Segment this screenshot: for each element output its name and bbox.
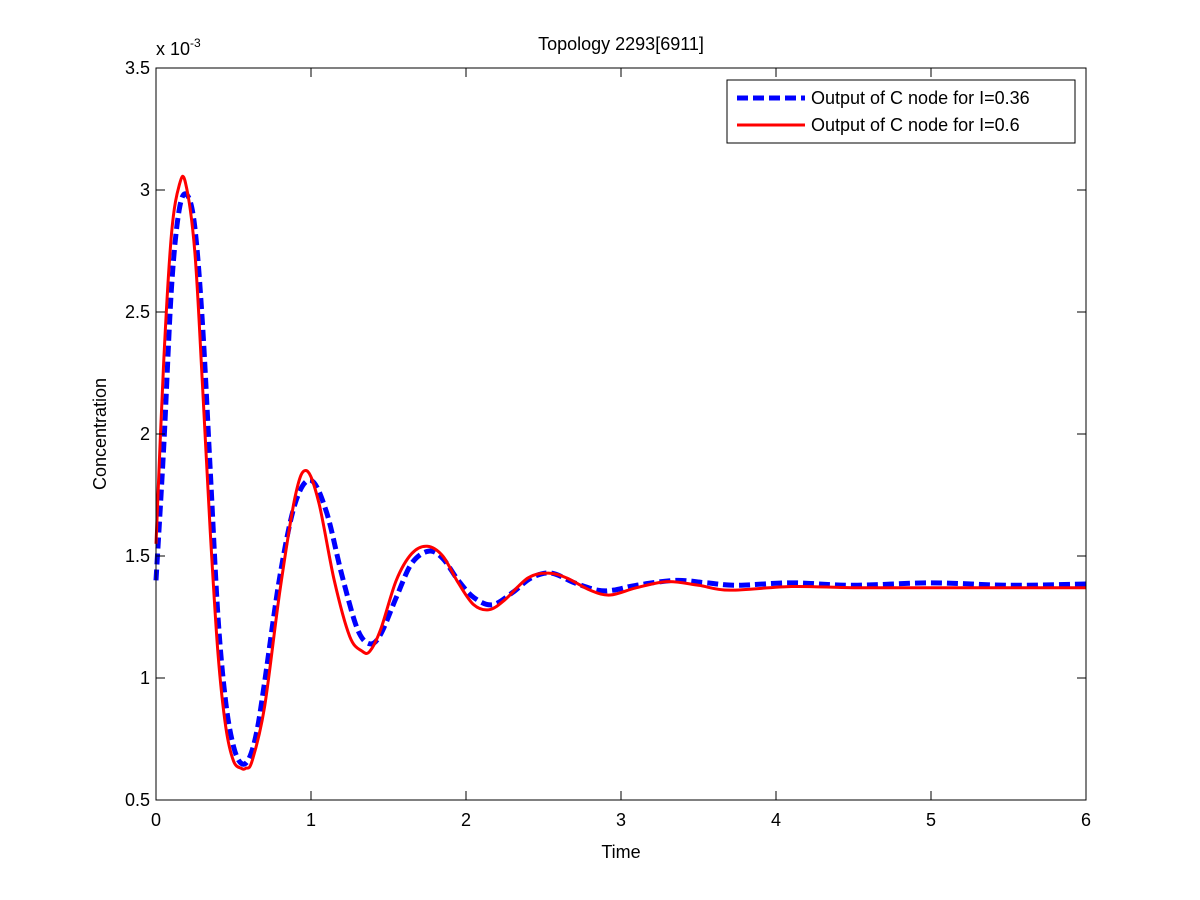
- y-tick-label: 1: [140, 668, 150, 688]
- x-tick-label: 5: [926, 810, 936, 830]
- x-axis-ticks: 0 1 2 3 4 5 6: [151, 68, 1091, 830]
- x-tick-label: 2: [461, 810, 471, 830]
- series-line-2: [154, 174, 1086, 771]
- y-tick-label: 1.5: [125, 546, 150, 566]
- legend-label-series-1: Output of C node for I=0.36: [811, 88, 1030, 108]
- chart-title: Topology 2293[6911]: [538, 34, 704, 54]
- y-axis-label: Concentration: [90, 378, 110, 490]
- y-tick-label: 3: [140, 180, 150, 200]
- legend-box: [726, 79, 1076, 144]
- y-axis-ticks: 0.5 1 1.5 2 2.5 3 3.5: [125, 58, 1086, 810]
- y-multiplier-exponent: -3: [190, 36, 201, 50]
- y-multiplier-label: x 10-3: [156, 36, 201, 59]
- legend: Output of C node for I=0.36 Output of C …: [726, 79, 1076, 144]
- y-multiplier-base: x 10: [156, 39, 190, 59]
- legend-label-series-2: Output of C node for I=0.6: [811, 115, 1020, 135]
- plot-area: [156, 68, 1086, 800]
- x-axis-label: Time: [601, 842, 640, 862]
- y-tick-label: 3.5: [125, 58, 150, 78]
- y-tick-label: 2.5: [125, 302, 150, 322]
- x-tick-label: 0: [151, 810, 161, 830]
- series-layer: [153, 174, 1087, 771]
- x-tick-label: 4: [771, 810, 781, 830]
- x-tick-label: 1: [306, 810, 316, 830]
- y-tick-label: 2: [140, 424, 150, 444]
- y-tick-label: 0.5: [125, 790, 150, 810]
- x-tick-label: 3: [616, 810, 626, 830]
- x-tick-label: 6: [1081, 810, 1091, 830]
